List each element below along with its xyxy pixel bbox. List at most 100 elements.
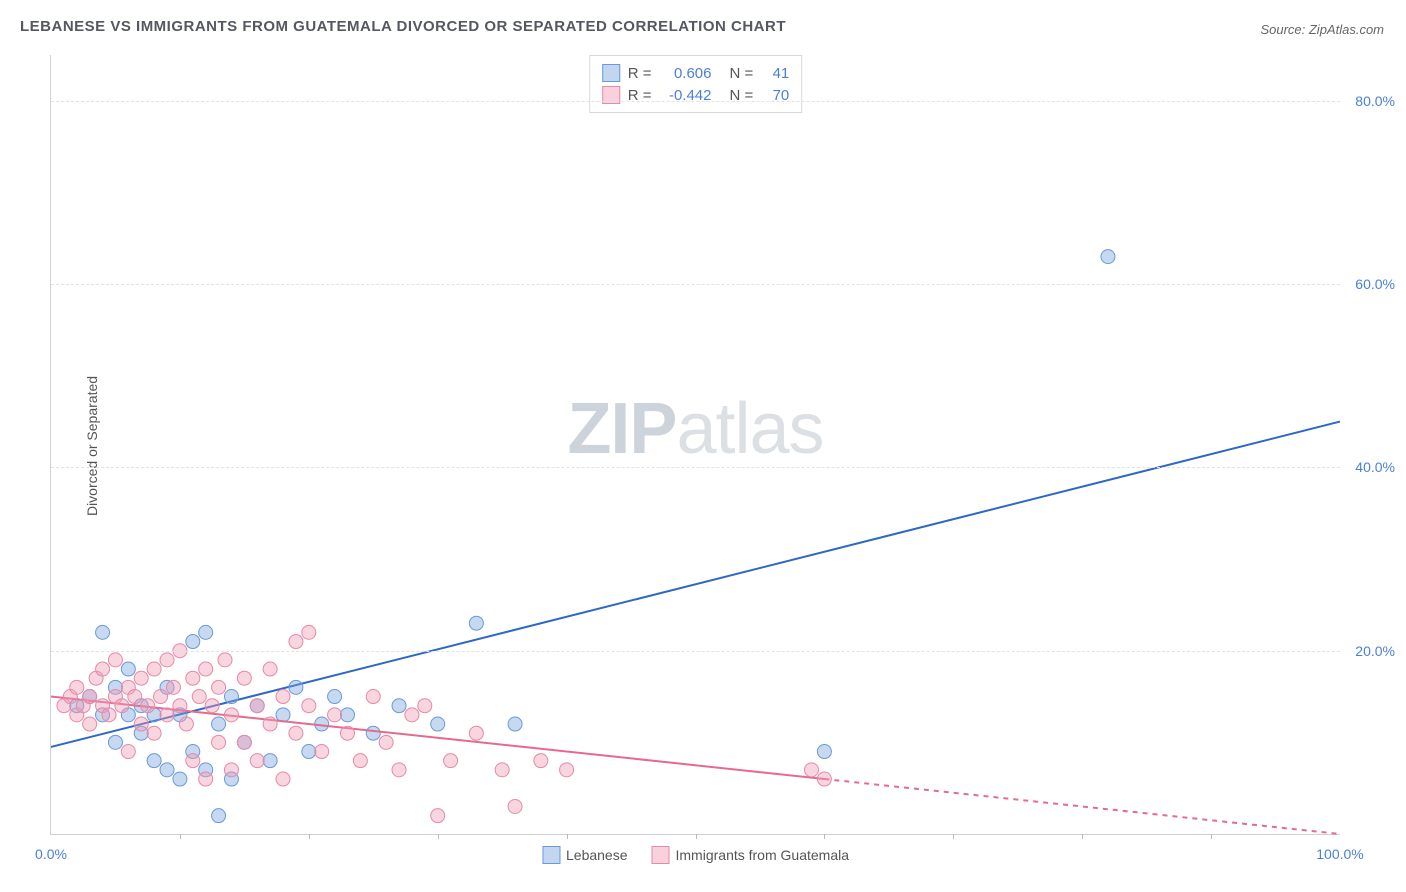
data-point [392, 699, 406, 713]
data-point [817, 745, 831, 759]
swatch-icon [652, 846, 670, 864]
data-point [121, 662, 135, 676]
source-credit: Source: ZipAtlas.com [1260, 22, 1384, 37]
data-point [289, 635, 303, 649]
data-point [534, 754, 548, 768]
legend-item: Immigrants from Guatemala [652, 846, 850, 864]
data-point [83, 717, 97, 731]
data-point [224, 763, 238, 777]
data-point [340, 708, 354, 722]
data-point [340, 726, 354, 740]
gridline [51, 651, 1340, 652]
data-point [121, 745, 135, 759]
swatch-icon [542, 846, 560, 864]
data-point [160, 708, 174, 722]
data-point [102, 708, 116, 722]
x-tick [1082, 834, 1083, 839]
x-tick [309, 834, 310, 839]
data-point [212, 735, 226, 749]
data-point [817, 772, 831, 786]
plot-area: ZIPatlas R = 0.606 N = 41 R = -0.442 N =… [50, 55, 1340, 835]
data-point [302, 745, 316, 759]
data-point [366, 690, 380, 704]
data-point [302, 625, 316, 639]
data-point [405, 708, 419, 722]
data-point [353, 754, 367, 768]
data-point [147, 754, 161, 768]
data-point [186, 635, 200, 649]
data-point [276, 772, 290, 786]
data-point [224, 708, 238, 722]
x-tick-label: 100.0% [1316, 846, 1363, 862]
data-point [366, 726, 380, 740]
chart-title: LEBANESE VS IMMIGRANTS FROM GUATEMALA DI… [20, 18, 786, 35]
data-point [108, 735, 122, 749]
data-point [173, 772, 187, 786]
data-point [302, 699, 316, 713]
data-point [328, 708, 342, 722]
y-tick-label: 60.0% [1355, 276, 1395, 292]
data-point [128, 690, 142, 704]
legend: Lebanese Immigrants from Guatemala [542, 846, 849, 864]
plot-svg [51, 55, 1340, 834]
data-point [70, 680, 84, 694]
data-point [96, 625, 110, 639]
x-tick [696, 834, 697, 839]
data-point [108, 653, 122, 667]
y-tick-label: 40.0% [1355, 459, 1395, 475]
data-point [147, 726, 161, 740]
data-point [179, 717, 193, 731]
data-point [141, 699, 155, 713]
data-point [1101, 250, 1115, 264]
data-point [96, 662, 110, 676]
data-point [392, 763, 406, 777]
data-point [160, 763, 174, 777]
data-point [212, 680, 226, 694]
legend-label: Immigrants from Guatemala [676, 847, 850, 863]
data-point [250, 754, 264, 768]
data-point [134, 717, 148, 731]
data-point [199, 625, 213, 639]
data-point [315, 745, 329, 759]
x-tick-label: 0.0% [35, 846, 67, 862]
data-point [218, 653, 232, 667]
data-point [205, 699, 219, 713]
data-point [289, 726, 303, 740]
gridline [51, 101, 1340, 102]
data-point [154, 690, 168, 704]
legend-label: Lebanese [566, 847, 628, 863]
data-point [418, 699, 432, 713]
data-point [166, 680, 180, 694]
data-point [469, 616, 483, 630]
data-point [379, 735, 393, 749]
data-point [276, 690, 290, 704]
x-tick [1211, 834, 1212, 839]
data-point [212, 809, 226, 823]
data-point [431, 809, 445, 823]
data-point [199, 662, 213, 676]
data-point [173, 699, 187, 713]
data-point [186, 671, 200, 685]
y-tick-label: 80.0% [1355, 93, 1395, 109]
data-point [508, 800, 522, 814]
gridline [51, 467, 1340, 468]
data-point [83, 690, 97, 704]
trend-line [51, 422, 1340, 747]
data-point [495, 763, 509, 777]
data-point [328, 690, 342, 704]
data-point [263, 754, 277, 768]
data-point [186, 754, 200, 768]
trend-line-ext [824, 779, 1340, 834]
gridline [51, 284, 1340, 285]
data-point [237, 671, 251, 685]
x-tick [824, 834, 825, 839]
data-point [224, 690, 238, 704]
data-point [805, 763, 819, 777]
legend-item: Lebanese [542, 846, 628, 864]
x-tick [180, 834, 181, 839]
data-point [289, 680, 303, 694]
data-point [212, 717, 226, 731]
data-point [560, 763, 574, 777]
data-point [134, 671, 148, 685]
data-point [199, 772, 213, 786]
